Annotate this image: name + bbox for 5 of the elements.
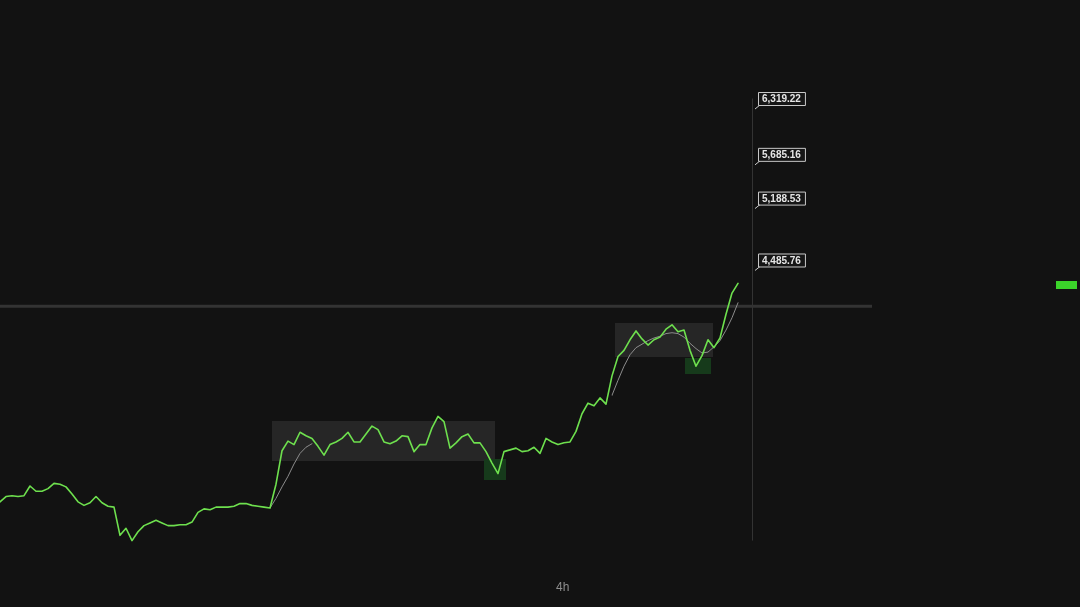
y-tick-label: 4,485.76: [762, 254, 802, 266]
y-tick-label: 6,319.22: [762, 93, 802, 105]
y-tick-label: 5,685.16: [762, 149, 802, 161]
text: 4h: [556, 580, 570, 595]
y-tick-label: 5,188.53: [762, 192, 802, 204]
